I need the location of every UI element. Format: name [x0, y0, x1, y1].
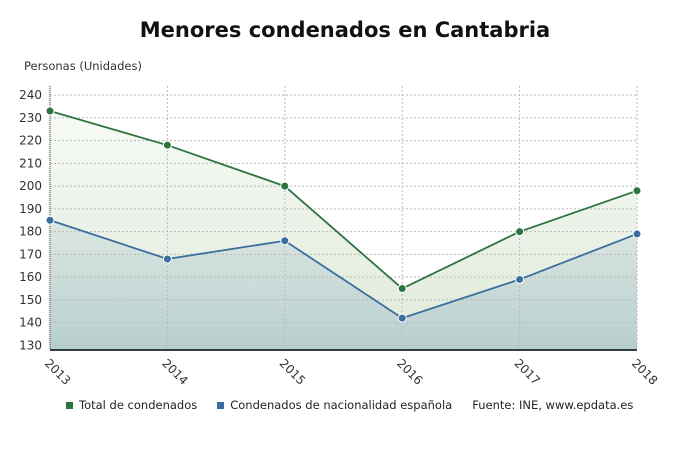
y-axis-label: Personas (Unidades) — [24, 59, 142, 73]
data-point — [280, 236, 290, 246]
data-point — [45, 106, 55, 116]
y-tick-label: 170 — [19, 247, 42, 261]
x-tick-label: 2014 — [159, 356, 190, 387]
x-tick-label: 2018 — [629, 356, 660, 387]
y-tick-label: 240 — [19, 88, 42, 102]
data-point — [397, 313, 407, 323]
y-tick-label: 190 — [19, 202, 42, 216]
series-line-1 — [49, 219, 638, 320]
legend-item-espanola: Condenados de nacionalidad española — [217, 398, 452, 412]
data-point — [45, 215, 55, 225]
x-tick-label: 2017 — [511, 356, 542, 387]
source-note: Fuente: INE, www.epdata.es — [472, 398, 633, 412]
legend-label: Condenados de nacionalidad española — [230, 398, 453, 412]
legend-label: Total de condenados — [79, 398, 198, 412]
data-point — [162, 140, 172, 150]
area-1 — [50, 220, 637, 350]
y-tick-label: 230 — [19, 111, 42, 125]
y-tick-label: 210 — [19, 156, 42, 170]
data-point — [397, 284, 407, 294]
legend-item-total: Total de condenados — [66, 398, 197, 412]
data-point — [632, 229, 642, 239]
data-point — [515, 227, 525, 237]
x-tick-label: 2016 — [394, 356, 425, 387]
chart-title: Menores condenados en Cantabria — [139, 18, 551, 42]
x-tick-label: 2013 — [42, 356, 73, 387]
y-tick-label: 150 — [19, 293, 42, 307]
data-point — [632, 186, 642, 196]
legend-swatch — [217, 401, 225, 409]
legend-swatch — [66, 401, 73, 409]
y-tick-label: 220 — [19, 134, 42, 148]
y-tick-label: 140 — [19, 316, 42, 330]
legend: Total de condenados Condenados de nacion… — [66, 398, 653, 412]
data-point — [162, 254, 172, 264]
x-tick-label: 2015 — [277, 356, 308, 387]
data-point — [280, 181, 290, 191]
y-tick-label: 180 — [19, 225, 42, 239]
y-tick-label: 130 — [19, 338, 42, 352]
y-tick-label: 160 — [19, 270, 42, 284]
source-text: Fuente: INE, www.epdata.es — [472, 398, 634, 412]
series-line-0 — [49, 110, 638, 290]
data-point — [515, 274, 525, 284]
y-tick-label: 200 — [19, 179, 42, 193]
